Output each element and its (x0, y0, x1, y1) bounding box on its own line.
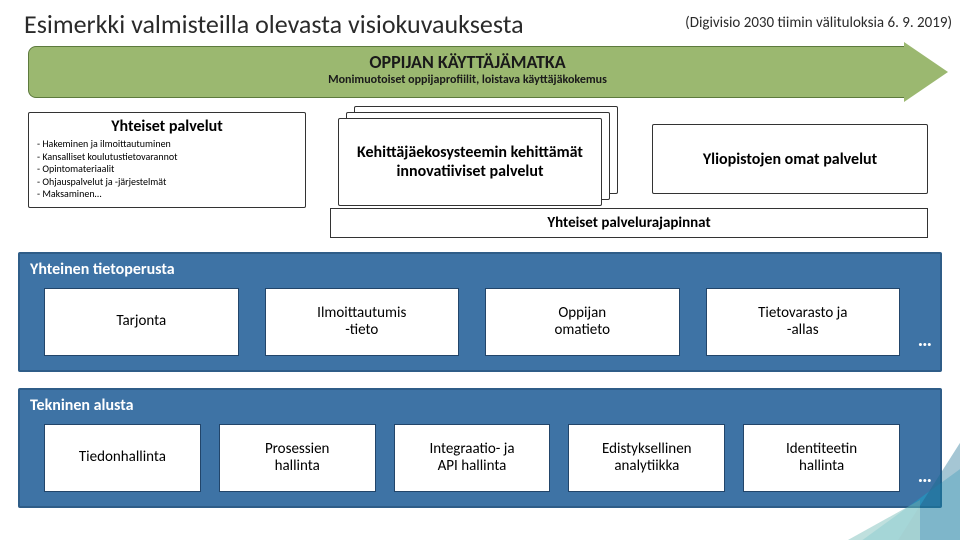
cell-tarjonta: Tarjonta (44, 288, 239, 356)
technical-platform-panel: Tekninen alusta Tiedonhallinta Prosessie… (18, 388, 942, 508)
interfaces-bar: Yhteiset palvelurajapinnat (330, 208, 928, 238)
cell-identiteetti: Identiteetinhallinta (743, 424, 900, 492)
list-item: Maksaminen… (37, 188, 297, 201)
cell-integraatio: Integraatio- jaAPI hallinta (394, 424, 551, 492)
shared-services-box: Yhteiset palvelut Hakeminen ja ilmoittau… (28, 112, 306, 208)
shared-services-heading: Yhteiset palvelut (37, 117, 297, 136)
panel-cells: Tiedonhallinta Prosessienhallinta Integr… (44, 424, 900, 492)
page-title: Esimerkki valmisteilla olevasta visiokuv… (24, 8, 524, 40)
list-item: Hakeminen ja ilmoittautuminen (37, 138, 297, 151)
cell-oppijan: Oppijanomatieto (485, 288, 680, 356)
banner-sub: Monimuotoiset oppijaprofiilit, loistava … (29, 73, 906, 87)
ecosystem-services-box: Kehittäjäekosysteemin kehittämät innovat… (338, 118, 602, 206)
cell-tietovarasto: Tietovarasto ja-allas (706, 288, 901, 356)
page-subtitle: (Digivisio 2030 tiimin välituloksia 6. 9… (685, 14, 952, 32)
university-services-box: Yliopistojen omat palvelut (652, 124, 928, 194)
ecosystem-stack: Kehittäjäekosysteemin kehittämät innovat… (338, 106, 618, 206)
shared-services-list: Hakeminen ja ilmoittautuminen Kansallise… (37, 138, 297, 201)
ellipsis-icon: … (918, 328, 932, 352)
cell-ilmoittautumis: Ilmoittautumis-tieto (265, 288, 460, 356)
data-foundation-panel: Yhteinen tietoperusta Tarjonta Ilmoittau… (18, 252, 942, 372)
cell-tiedonhallinta: Tiedonhallinta (44, 424, 201, 492)
ellipsis-icon: … (918, 464, 932, 488)
panel-cells: Tarjonta Ilmoittautumis-tieto Oppijanoma… (44, 288, 900, 356)
journey-banner: OPPIJAN KÄYTTÄJÄMATKA Monimuotoiset oppi… (28, 46, 928, 98)
list-item: Opintomateriaalit (37, 163, 297, 176)
arrow-icon (904, 42, 948, 102)
panel-title: Tekninen alusta (30, 396, 134, 415)
services-row: Yhteiset palvelut Hakeminen ja ilmoittau… (28, 112, 928, 240)
banner-heading: OPPIJAN KÄYTTÄJÄMATKA (29, 47, 906, 73)
cell-analytiikka: Edistyksellinenanalytiikka (568, 424, 725, 492)
cell-prosessien: Prosessienhallinta (219, 424, 376, 492)
panel-title: Yhteinen tietoperusta (30, 260, 175, 279)
